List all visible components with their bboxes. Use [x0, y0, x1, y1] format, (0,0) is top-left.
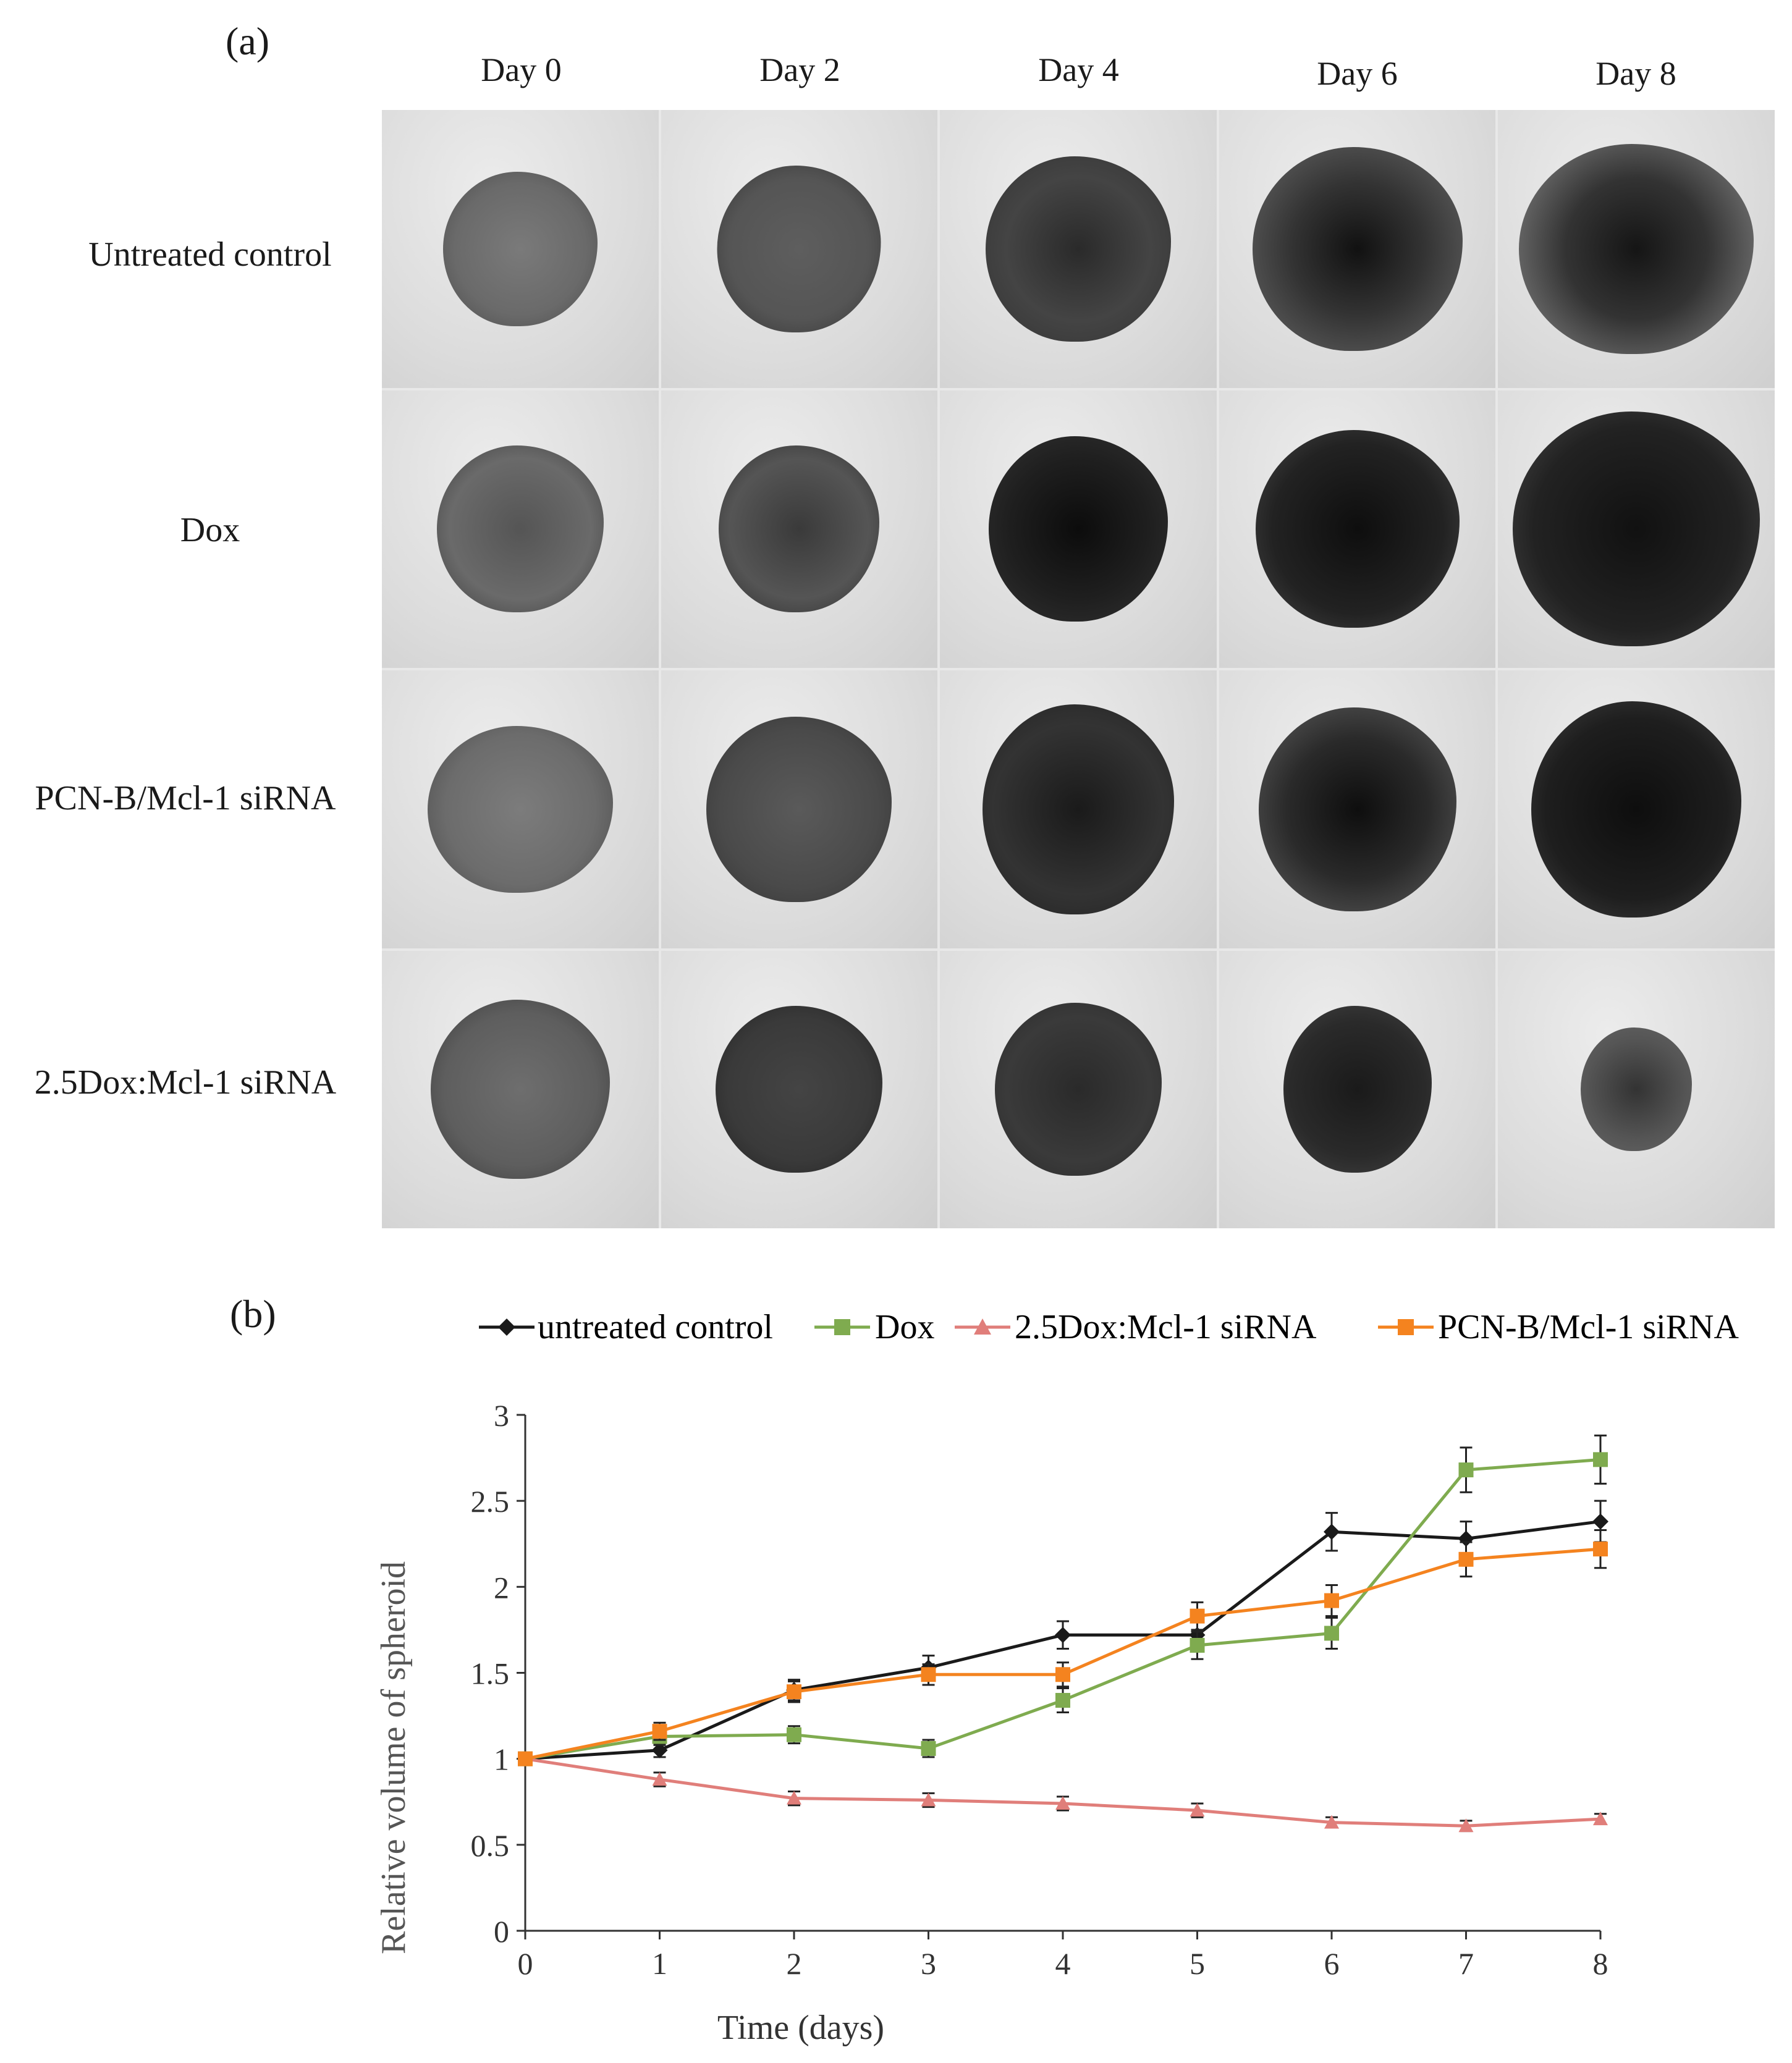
square-marker-icon — [1398, 1319, 1414, 1335]
spheroid-image — [940, 950, 1217, 1228]
data-point — [1324, 1626, 1339, 1641]
data-point — [1055, 1796, 1070, 1810]
y-axis-title: Relative volume of spheroid — [374, 1561, 413, 1954]
legend-label-dox: Dox — [875, 1308, 934, 1346]
column-label-day-6: Day 6 — [1317, 55, 1398, 92]
legend-label-combo: 2.5Dox:Mcl-1 siRNA — [1015, 1308, 1317, 1346]
spheroid-image — [382, 390, 659, 668]
spheroid-image — [382, 670, 659, 948]
data-point — [652, 1772, 667, 1786]
data-point — [652, 1724, 667, 1739]
y-tick-label: 3 — [494, 1398, 509, 1433]
data-point — [787, 1791, 801, 1805]
x-tick-label: 1 — [652, 1946, 667, 1981]
y-tick-label: 1 — [494, 1742, 509, 1777]
spheroid-image — [940, 110, 1217, 388]
series-line-1 — [525, 1458, 1601, 1761]
spheroid-image — [1498, 670, 1775, 948]
plot-area: 0 0.5 1 1.5 2 2.5 3 0 1 2 3 4 5 6 7 8 — [471, 1398, 1608, 1981]
row-label-pcn: PCN-B/Mcl-1 siRNA — [35, 779, 336, 817]
series-line-2 — [525, 1757, 1601, 1828]
diamond-marker-icon — [498, 1318, 515, 1336]
data-point — [1593, 1452, 1608, 1467]
data-point — [1324, 1815, 1339, 1829]
legend-label-untreated: untreated control — [538, 1308, 773, 1346]
data-point — [1324, 1524, 1340, 1540]
data-point — [787, 1684, 801, 1700]
data-point — [651, 1742, 668, 1758]
spheroid-image — [661, 670, 938, 948]
data-point — [1458, 1818, 1474, 1833]
row-label-combo: 2.5Dox:Mcl-1 siRNA — [34, 1063, 337, 1102]
data-point — [787, 1727, 801, 1742]
data-point — [518, 1751, 533, 1766]
spheroid-image — [661, 950, 938, 1228]
data-point — [1593, 1542, 1608, 1557]
spheroid-image — [1498, 110, 1775, 388]
y-tick-label: 1.5 — [471, 1656, 510, 1691]
column-label-day-0: Day 0 — [481, 51, 562, 88]
row-label-untreated: Untreated control — [88, 235, 332, 274]
triangle-marker-icon — [974, 1318, 991, 1335]
spheroid-image — [1219, 110, 1496, 388]
spheroid-image — [661, 390, 938, 668]
x-tick-label: 4 — [1055, 1946, 1071, 1981]
data-point — [1055, 1627, 1071, 1643]
spheroid-image — [1498, 390, 1775, 668]
panel-a-label: (a) — [226, 19, 270, 63]
data-point — [1055, 1693, 1070, 1708]
data-point — [1458, 1462, 1474, 1478]
x-tick-label: 3 — [921, 1946, 936, 1981]
spheroid-image — [940, 670, 1217, 948]
spheroid-image — [1219, 670, 1496, 948]
chart-legend: untreated control Dox 2.5Dox:Mcl-1 siRNA… — [479, 1308, 1739, 1346]
series-line-3 — [525, 1547, 1601, 1761]
data-point — [1055, 1667, 1070, 1682]
y-tick-label: 0 — [494, 1914, 509, 1949]
data-point — [1592, 1513, 1608, 1530]
spheroid-image — [661, 110, 938, 388]
data-point — [1190, 1803, 1205, 1817]
legend-item-dox: Dox — [814, 1308, 934, 1346]
column-label-day-2: Day 2 — [759, 51, 840, 88]
volume-line-chart: untreated control Dox 2.5Dox:Mcl-1 siRNA… — [374, 1308, 1739, 2047]
spheroid-image — [1219, 950, 1496, 1228]
data-point — [921, 1740, 936, 1756]
x-tick-label: 8 — [1593, 1946, 1608, 1981]
x-tick-label: 5 — [1190, 1946, 1205, 1981]
square-marker-icon — [834, 1319, 850, 1335]
legend-item-combo: 2.5Dox:Mcl-1 siRNA — [955, 1308, 1317, 1346]
data-point — [921, 1792, 936, 1807]
data-point — [1190, 1608, 1205, 1624]
column-label-day-8: Day 8 — [1595, 55, 1676, 92]
legend-item-untreated: untreated control — [479, 1308, 773, 1346]
legend-label-pcn: PCN-B/Mcl-1 siRNA — [1438, 1308, 1739, 1346]
spheroid-image — [1219, 390, 1496, 668]
x-tick-label: 7 — [1458, 1946, 1474, 1981]
y-axis-title-group: Relative volume of spheroid — [374, 1561, 413, 1954]
panel-b-label: (b) — [230, 1292, 276, 1336]
y-tick-label: 2 — [494, 1570, 509, 1605]
spheroid-image-grid — [382, 110, 1775, 1228]
data-point — [1190, 1637, 1205, 1653]
x-tick-label: 0 — [518, 1946, 533, 1981]
column-label-day-4: Day 4 — [1038, 51, 1119, 88]
data-point — [1324, 1593, 1339, 1608]
spheroid-image — [1498, 950, 1775, 1228]
y-tick-label: 2.5 — [471, 1484, 510, 1519]
spheroid-image — [382, 950, 659, 1228]
y-tick-label: 0.5 — [471, 1828, 510, 1863]
data-point — [1593, 1812, 1608, 1826]
row-label-dox: Dox — [180, 511, 240, 549]
data-point — [921, 1667, 936, 1682]
legend-item-pcn: PCN-B/Mcl-1 siRNA — [1378, 1308, 1739, 1346]
x-tick-label: 6 — [1324, 1946, 1340, 1981]
x-axis-title: Time (days) — [717, 2009, 884, 2047]
data-point — [1458, 1551, 1474, 1567]
spheroid-image — [382, 110, 659, 388]
spheroid-image — [940, 390, 1217, 668]
x-tick-label: 2 — [787, 1946, 802, 1981]
